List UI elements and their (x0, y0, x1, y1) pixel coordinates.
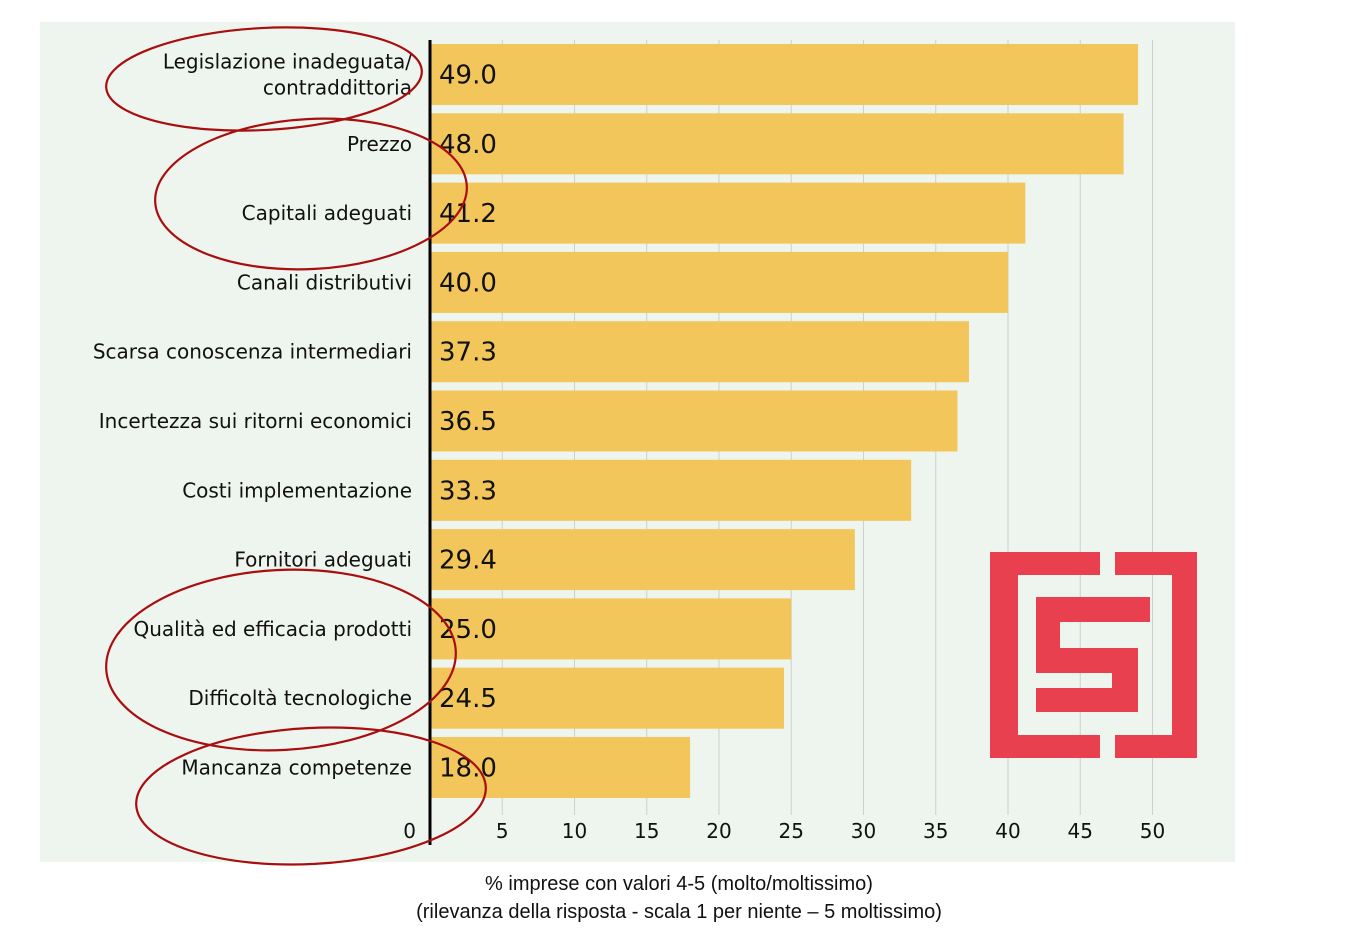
bar-value-label: 25.0 (439, 615, 497, 645)
annotation-ellipse (105, 26, 423, 132)
x-tick-label: 30 (851, 819, 876, 843)
bar-value-label: 48.0 (439, 130, 497, 160)
logo-shape (1115, 552, 1197, 758)
logo-shape (1036, 597, 1150, 712)
x-tick-label: 50 (1140, 819, 1165, 843)
bar-chart: 49.0 Legislazione inadeguata/contradditto… (93, 26, 1197, 866)
bar-value-label: 24.5 (439, 684, 497, 714)
x-tick-label: 45 (1068, 819, 1093, 843)
x-axis-title-line-2: (rilevanza della risposta - scala 1 per … (416, 901, 942, 923)
category-label: Costi implementazione (182, 478, 412, 502)
x-axis-title-line-1: % imprese con valori 4-5 (molto/moltissi… (485, 873, 873, 895)
category-label: Prezzo (347, 132, 412, 156)
annotation-ellipse (105, 568, 457, 752)
x-tick-label: 25 (779, 819, 804, 843)
category-label: Legislazione inadeguata/ (163, 50, 412, 74)
bar-value-label: 37.3 (439, 338, 497, 368)
bar (430, 390, 958, 452)
bar-value-label: 33.3 (439, 476, 497, 506)
x-tick-label: 35 (923, 819, 948, 843)
category-label: Qualità ed efficacia prodotti (133, 617, 412, 641)
bar (430, 737, 691, 798)
bar-value-label: 36.5 (439, 407, 497, 437)
x-tick-label: 40 (995, 819, 1020, 843)
category-label: Canali distributivi (237, 270, 412, 294)
logo-icon (990, 552, 1197, 758)
bar (430, 44, 1139, 105)
logo-shape (990, 552, 1100, 758)
bar (430, 598, 792, 660)
bar (430, 182, 1026, 244)
bar-value-label: 40.0 (439, 268, 497, 298)
category-label: Mancanza competenze (181, 756, 412, 780)
bar-value-label: 29.4 (439, 546, 497, 576)
category-label: contraddittoria (263, 76, 412, 100)
annotation-ellipse (154, 117, 468, 271)
category-label: Incertezza sui ritorni economici (99, 409, 412, 433)
x-tick-label: 15 (634, 819, 659, 843)
x-tick-label: 0 (403, 819, 416, 843)
category-label: Fornitori adeguati (234, 548, 412, 572)
bar-value-label: 49.0 (439, 61, 497, 91)
category-label: Scarsa conoscenza intermediari (93, 340, 412, 364)
bar (430, 459, 912, 521)
category-label: Difficoltà tecnologiche (188, 686, 412, 710)
bar (430, 321, 969, 383)
annotation-ellipse (135, 726, 487, 866)
bar (430, 113, 1124, 175)
x-tick-label: 10 (562, 819, 587, 843)
category-label: Capitali adeguati (242, 201, 412, 225)
x-tick-label: 20 (706, 819, 731, 843)
x-tick-label: 5 (496, 819, 509, 843)
bar (430, 251, 1008, 313)
bar (430, 667, 785, 729)
bar (430, 529, 855, 591)
